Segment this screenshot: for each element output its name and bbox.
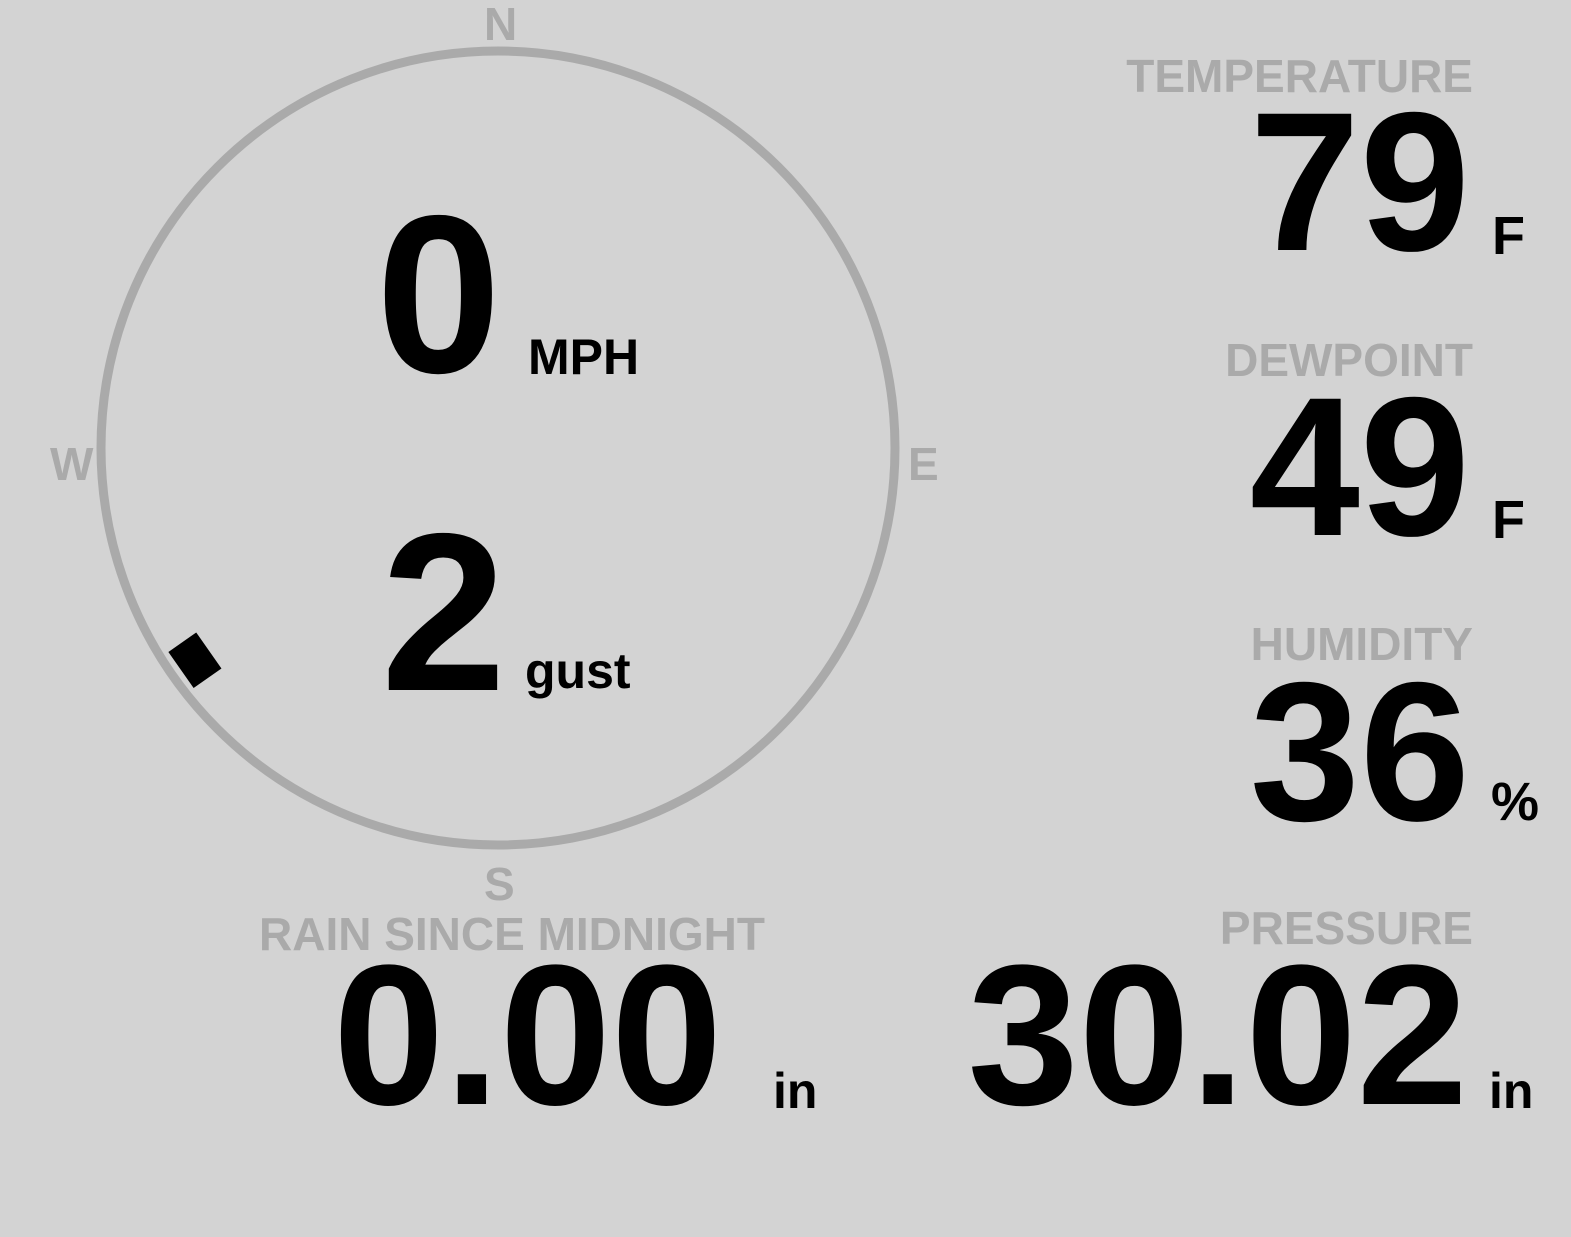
- rain-unit: in: [773, 1063, 818, 1119]
- wind-gust-unit: gust: [525, 643, 631, 699]
- rain-label: RAIN SINCE MIDNIGHT: [259, 908, 765, 960]
- wind-direction-marker: [168, 632, 222, 688]
- wind-gust-value: 2: [381, 486, 507, 738]
- compass-ring: [96, 46, 900, 850]
- pressure-label: PRESSURE: [1219, 902, 1473, 954]
- dewpoint-unit: F: [1492, 490, 1525, 550]
- compass-south-label: S: [484, 858, 515, 910]
- dewpoint-value: 49: [1249, 356, 1470, 577]
- rain-value: 0.00: [333, 924, 723, 1147]
- humidity-unit: %: [1491, 772, 1540, 832]
- compass-north-label: N: [484, 0, 518, 50]
- compass-west-label: W: [50, 438, 94, 490]
- temperature-value: 79: [1249, 71, 1470, 292]
- temperature-unit: F: [1492, 206, 1525, 266]
- wind-speed-value: 0: [376, 168, 502, 420]
- pressure-unit: in: [1489, 1063, 1534, 1119]
- wind-speed-unit: MPH: [528, 329, 640, 385]
- humidity-value: 36: [1249, 641, 1470, 862]
- compass-east-label: E: [908, 438, 939, 490]
- pressure-value: 30.02: [967, 924, 1469, 1147]
- humidity-label: HUMIDITY: [1250, 618, 1473, 670]
- dewpoint-label: DEWPOINT: [1225, 334, 1473, 386]
- temperature-label: TEMPERATURE: [1126, 50, 1473, 102]
